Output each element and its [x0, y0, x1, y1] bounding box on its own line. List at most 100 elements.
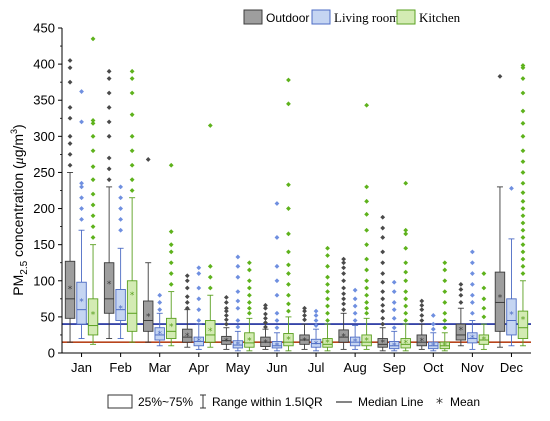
x-tick-label: Dec [500, 360, 524, 375]
outlier-point [313, 323, 319, 328]
mean-marker: * [275, 341, 280, 351]
outlier-point [481, 314, 487, 320]
outlier-point [380, 225, 386, 231]
outlier-point [263, 302, 268, 308]
legend-range-whisker-icon [200, 394, 206, 409]
outlier-point [520, 159, 526, 165]
outlier-point [223, 313, 229, 318]
mean-marker: * [130, 291, 135, 301]
outlier-point [497, 73, 503, 79]
box-living-room-may: * [232, 254, 244, 352]
outlier-point [313, 318, 319, 323]
mean-marker: * [208, 327, 213, 337]
box-outdoor-oct: * [416, 298, 427, 350]
iqr-box [115, 288, 126, 321]
outlier-point [67, 58, 73, 63]
outlier-point [469, 310, 475, 316]
box-outdoor-nov: * [455, 281, 467, 347]
outlier-point [246, 278, 252, 284]
outlier-point [302, 305, 307, 311]
outlier-point [274, 235, 280, 240]
box-kitchen-aug: * [361, 102, 372, 350]
mean-marker: * [263, 338, 268, 348]
outlier-point [90, 120, 96, 126]
outlier-point [403, 318, 409, 323]
outlier-point [168, 271, 174, 276]
outlier-point [442, 318, 448, 323]
box-kitchen-apr: * [205, 123, 216, 348]
outlier-point [481, 305, 487, 311]
mean-marker: * [459, 326, 464, 336]
outlier-point [184, 273, 190, 279]
outlier-point [419, 313, 425, 318]
outlier-point [520, 242, 526, 248]
outlier-point [481, 285, 487, 291]
outlier-point [207, 123, 213, 128]
mean-marker: * [157, 330, 162, 340]
outlier-point [380, 214, 386, 220]
outlier-point [364, 227, 370, 233]
outlier-point [184, 294, 190, 300]
outlier-point [274, 278, 280, 284]
outlier-point [223, 308, 229, 314]
outlier-point [380, 308, 386, 314]
outlier-point [106, 90, 112, 96]
outlier-point [520, 198, 526, 204]
outlier-point [520, 108, 526, 114]
outlier-point [168, 249, 174, 255]
outlier-point [458, 292, 464, 298]
legend-range-label: Range within 1.5IQR [212, 395, 323, 409]
outlier-point [106, 155, 112, 161]
outlier-point [380, 249, 386, 255]
outlier-point [520, 271, 526, 276]
outlier-point [520, 220, 526, 226]
outlier-point [90, 224, 96, 230]
mean-marker: * [185, 332, 190, 342]
outlier-point [520, 180, 526, 186]
iqr-box [389, 340, 400, 350]
outlier-point [246, 305, 252, 311]
x-tick-label: May [226, 360, 251, 375]
outlier-point [67, 79, 73, 85]
legend-swatch-outdoor [243, 9, 263, 25]
outlier-point [67, 133, 73, 139]
outlier-point [509, 185, 514, 191]
outlier-point [157, 300, 163, 305]
box-living-room-dec: * [506, 185, 517, 347]
outlier-point [235, 289, 241, 295]
iqr-box [103, 262, 115, 314]
box-outdoor-may: * [221, 294, 232, 350]
outlier-point [79, 119, 84, 125]
y-tick-label: 450 [33, 21, 55, 36]
outlier-point [341, 296, 347, 302]
outlier-point [286, 292, 291, 298]
outlier-point [364, 292, 370, 298]
outlier-point [286, 249, 291, 255]
outlier-point [364, 267, 370, 273]
iqr-box [283, 333, 294, 347]
legend-label-kitchen: Kitchen [419, 10, 461, 25]
outlier-point [364, 310, 370, 316]
outlier-point [481, 271, 487, 276]
outlier-point [364, 242, 370, 248]
mean-marker: * [420, 337, 425, 347]
outlier-point [246, 267, 252, 273]
iqr-box [506, 298, 517, 336]
mean-marker: * [224, 337, 229, 347]
outlier-point [341, 265, 347, 271]
box-outdoor-mar: * [143, 157, 154, 343]
outlier-point [380, 271, 386, 276]
outlier-point [79, 180, 84, 186]
outlier-point [129, 162, 135, 168]
outlier-point [302, 317, 307, 323]
outlier-point [246, 285, 252, 291]
outlier-point [207, 285, 213, 291]
mean-marker: * [341, 333, 346, 343]
outlier-point [403, 289, 409, 295]
outlier-point [274, 201, 280, 206]
box-kitchen-feb: * [126, 68, 138, 343]
outlier-point [79, 206, 84, 211]
outlier-point [274, 310, 280, 316]
outlier-point [286, 231, 291, 237]
y-tick-label: 50 [41, 309, 55, 324]
